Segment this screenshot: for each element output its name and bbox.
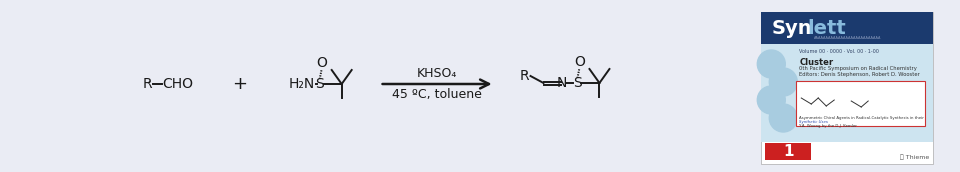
Text: AAAAAAAAAAAAAAAAAAAAAAAAAAA: AAAAAAAAAAAAAAAAAAAAAAAAAAA xyxy=(813,36,881,40)
Text: S: S xyxy=(573,76,582,90)
Text: O: O xyxy=(574,55,585,69)
Text: Cluster: Cluster xyxy=(800,58,833,67)
Text: R: R xyxy=(142,77,152,91)
Text: Volume 00 · 0000 · Vol. 00 · 1-00: Volume 00 · 0000 · Vol. 00 · 1-00 xyxy=(800,49,879,54)
Circle shape xyxy=(757,50,785,78)
Text: Y.A. Woong by the D.J. Kemler: Y.A. Woong by the D.J. Kemler xyxy=(800,124,857,128)
Text: S: S xyxy=(315,77,324,91)
Text: O: O xyxy=(316,56,327,70)
Bar xyxy=(765,143,811,160)
Bar xyxy=(761,44,933,142)
Text: +: + xyxy=(232,75,248,93)
Text: 45 ºC, toluene: 45 ºC, toluene xyxy=(393,88,482,101)
Text: H₂N: H₂N xyxy=(288,77,315,91)
Bar xyxy=(796,81,925,126)
Bar xyxy=(761,12,933,164)
Text: R: R xyxy=(520,69,530,83)
Text: Synthetic Uses: Synthetic Uses xyxy=(800,120,828,124)
Text: Syn: Syn xyxy=(771,19,812,37)
Circle shape xyxy=(769,68,797,96)
Text: Asymmetric Chiral Agents in Radical-Catalytic Synthesis in their: Asymmetric Chiral Agents in Radical-Cata… xyxy=(800,116,924,120)
Circle shape xyxy=(757,86,785,114)
Circle shape xyxy=(769,104,797,132)
Text: CHO: CHO xyxy=(162,77,193,91)
Text: KHSO₄: KHSO₄ xyxy=(417,67,457,80)
Text: 0th Pacific Symposium on Radical Chemistry: 0th Pacific Symposium on Radical Chemist… xyxy=(800,66,917,71)
Text: lett: lett xyxy=(807,19,846,37)
Text: Editors: Denis Stephenson, Robert D. Wooster: Editors: Denis Stephenson, Robert D. Woo… xyxy=(800,72,920,77)
Text: Ⓣ Thieme: Ⓣ Thieme xyxy=(900,154,929,160)
Text: 1: 1 xyxy=(783,144,794,159)
Text: N: N xyxy=(556,76,566,90)
Bar xyxy=(761,12,933,44)
